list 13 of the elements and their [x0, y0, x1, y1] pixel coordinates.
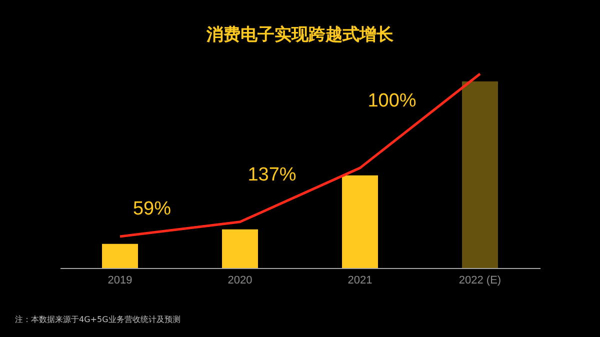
annotation: 59%: [132, 198, 172, 220]
x-tick-label: 2020: [228, 274, 252, 286]
annotation: 137%: [248, 164, 296, 186]
chart-title: 消费电子实现跨越式增长: [206, 25, 394, 45]
bar: [222, 229, 258, 268]
bar: [342, 175, 378, 268]
bar: [102, 244, 138, 268]
x-tick-label: 2021: [348, 274, 372, 286]
x-tick-label: 2019: [108, 274, 132, 286]
text: 注：本数据来源于4G+5G业务营收统计及预测: [15, 315, 180, 324]
bar: [462, 81, 498, 268]
annotation: 100%: [368, 90, 416, 112]
x-tick-label: 2022 (E): [458, 274, 502, 286]
